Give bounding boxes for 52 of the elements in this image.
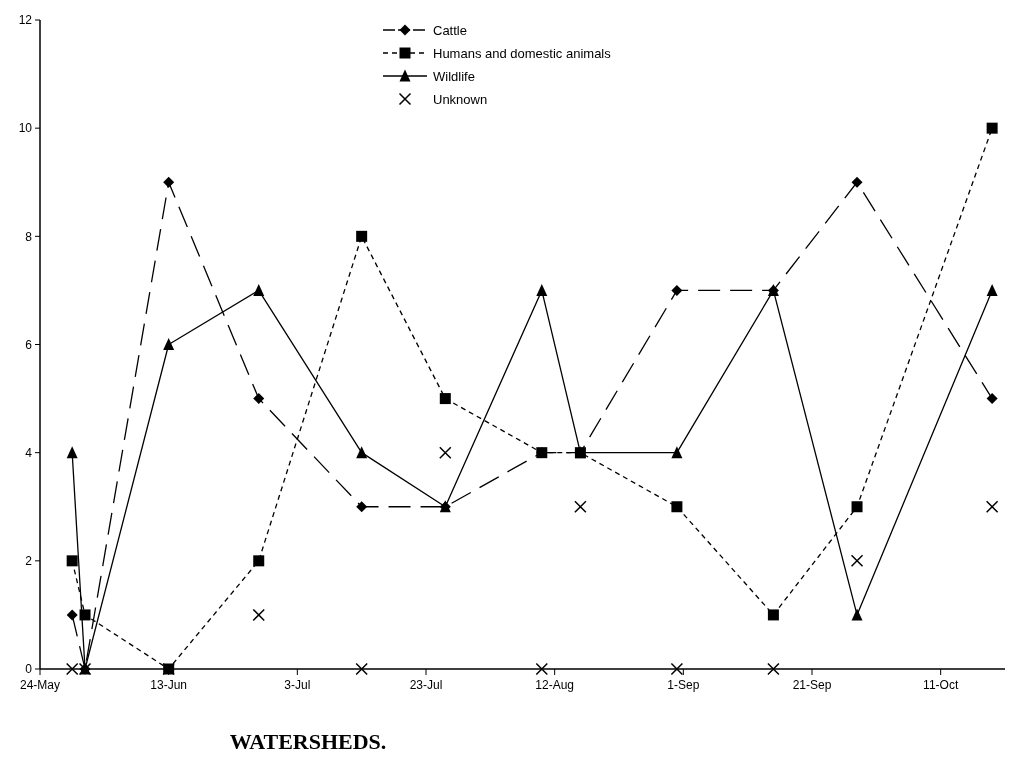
x-tick-label: 13-Jun — [150, 678, 188, 692]
x-tick-label: 11-Oct — [923, 678, 959, 692]
point — [66, 446, 78, 459]
point — [252, 608, 265, 622]
x-tick-label: 23-Jul — [409, 678, 443, 692]
point — [767, 609, 779, 621]
point — [356, 446, 368, 459]
point — [439, 446, 452, 459]
point — [851, 176, 863, 188]
point — [66, 609, 78, 621]
y-tick-label: 12 — [18, 13, 33, 28]
point — [850, 554, 864, 568]
y-tick-label: 8 — [25, 229, 33, 244]
legend-label: Cattle — [433, 22, 467, 38]
legend-label: Humans and domestic animals — [433, 45, 612, 61]
point — [671, 446, 683, 459]
y-tick-label: 0 — [25, 662, 33, 677]
text: WATERSHEDS. — [229, 729, 387, 754]
y-tick-label: 2 — [25, 554, 33, 569]
x-tick-label: 21-Sep — [792, 678, 832, 692]
point — [985, 500, 999, 513]
point — [356, 501, 368, 513]
point — [671, 284, 683, 296]
legend-label: Wildlife — [433, 68, 475, 84]
point — [439, 393, 451, 405]
point — [253, 555, 265, 567]
point — [670, 662, 684, 676]
point — [851, 501, 863, 513]
point — [66, 555, 78, 567]
point — [851, 608, 863, 621]
point — [535, 662, 549, 676]
point — [163, 176, 175, 188]
x-tick-label: 12-Aug — [535, 678, 575, 692]
y-tick-label: 10 — [18, 121, 33, 136]
x-tick-label: 1-Sep — [667, 678, 700, 692]
point — [253, 393, 265, 405]
legend-label: Unknown — [433, 91, 488, 107]
point — [253, 283, 265, 296]
x-tick-label: 3-Jul — [284, 678, 311, 692]
point — [986, 393, 998, 405]
point — [671, 501, 683, 513]
point — [356, 230, 368, 242]
x-tick-label: 24-May — [19, 678, 61, 692]
point — [163, 338, 175, 350]
point — [536, 283, 548, 296]
point — [986, 283, 998, 296]
point — [574, 500, 587, 513]
point — [767, 662, 780, 676]
y-tick-label: 6 — [25, 337, 33, 352]
point — [986, 122, 998, 134]
y-tick-label: 4 — [25, 445, 33, 460]
point — [355, 662, 368, 676]
